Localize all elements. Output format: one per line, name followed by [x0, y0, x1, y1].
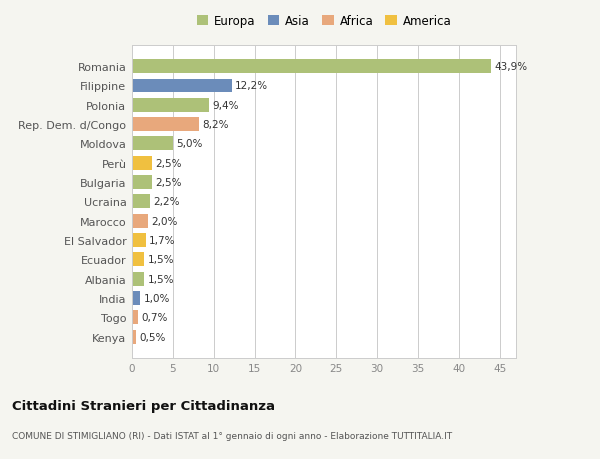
- Bar: [132, 157, 152, 170]
- Bar: [132, 195, 150, 209]
- Text: 2,2%: 2,2%: [153, 197, 180, 207]
- Text: 2,5%: 2,5%: [155, 158, 182, 168]
- Text: 1,5%: 1,5%: [148, 274, 174, 284]
- Bar: [132, 291, 140, 305]
- Text: 5,0%: 5,0%: [176, 139, 202, 149]
- Text: 0,7%: 0,7%: [141, 313, 167, 323]
- Text: 8,2%: 8,2%: [202, 120, 229, 130]
- Text: COMUNE DI STIMIGLIANO (RI) - Dati ISTAT al 1° gennaio di ogni anno - Elaborazion: COMUNE DI STIMIGLIANO (RI) - Dati ISTAT …: [12, 431, 452, 441]
- Bar: [132, 253, 144, 267]
- Bar: [132, 118, 199, 132]
- Text: 0,5%: 0,5%: [139, 332, 166, 342]
- Text: 9,4%: 9,4%: [212, 101, 239, 111]
- Bar: [132, 137, 173, 151]
- Legend: Europa, Asia, Africa, America: Europa, Asia, Africa, America: [197, 15, 452, 28]
- Text: 2,5%: 2,5%: [155, 178, 182, 188]
- Bar: [132, 214, 148, 228]
- Bar: [132, 60, 491, 74]
- Bar: [132, 79, 232, 93]
- Bar: [132, 330, 136, 344]
- Text: 12,2%: 12,2%: [235, 81, 268, 91]
- Bar: [132, 272, 144, 286]
- Text: 1,7%: 1,7%: [149, 235, 176, 246]
- Bar: [132, 99, 209, 112]
- Text: 43,9%: 43,9%: [494, 62, 527, 72]
- Text: Cittadini Stranieri per Cittadinanza: Cittadini Stranieri per Cittadinanza: [12, 399, 275, 412]
- Bar: [132, 311, 138, 325]
- Text: 1,5%: 1,5%: [148, 255, 174, 265]
- Text: 1,0%: 1,0%: [143, 293, 170, 303]
- Bar: [132, 176, 152, 190]
- Bar: [132, 234, 146, 247]
- Text: 2,0%: 2,0%: [152, 216, 178, 226]
